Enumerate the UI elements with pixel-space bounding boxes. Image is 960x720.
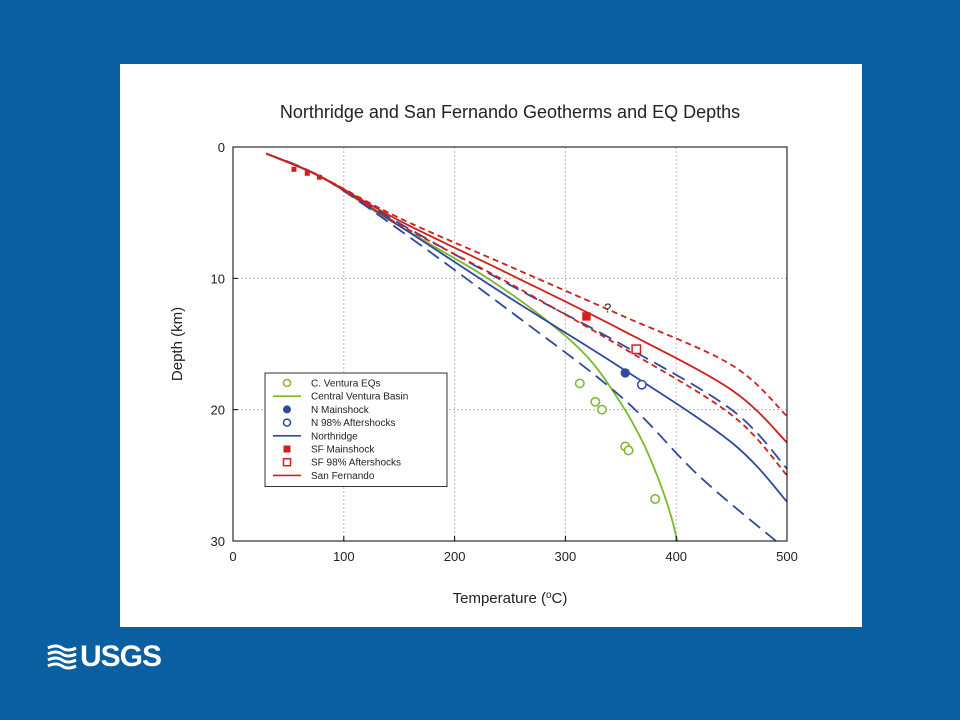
geotherm-chart: Northridge and San Fernando Geotherms an… xyxy=(169,102,798,608)
legend-box xyxy=(264,372,448,487)
data-point xyxy=(582,312,591,321)
data-point xyxy=(282,457,292,467)
legend-label: SF 98% Aftershocks xyxy=(311,458,401,469)
data-point xyxy=(631,344,642,355)
data-point xyxy=(282,378,292,388)
usgs-wave-icon xyxy=(47,644,77,670)
data-point xyxy=(650,494,661,504)
points-layer xyxy=(291,166,661,504)
question-annotation: ? xyxy=(604,300,611,315)
axis-ticks: 0 100 200 300 400 500 0 10 20 30 xyxy=(211,140,798,564)
series-line xyxy=(265,152,787,476)
data-point xyxy=(590,396,601,407)
y-tick-label: 10 xyxy=(211,271,225,286)
data-point xyxy=(316,174,322,180)
x-tick-label: 0 xyxy=(229,549,236,564)
data-point xyxy=(620,368,630,378)
x-tick-label: 500 xyxy=(776,549,798,564)
series-layer xyxy=(265,152,787,541)
legend-label: C. Ventura EQs xyxy=(311,379,380,390)
plot-frame xyxy=(232,146,788,542)
data-point xyxy=(291,166,297,172)
data-point xyxy=(597,404,607,415)
y-tick-label: 20 xyxy=(211,403,225,418)
data-point xyxy=(304,170,310,176)
legend-label: Northridge xyxy=(311,431,358,442)
x-axis-label: Temperature (oC) xyxy=(453,590,568,608)
usgs-logo-text: USGS xyxy=(80,640,162,673)
legend-label: N Mainshock xyxy=(311,405,370,416)
data-point xyxy=(636,379,647,390)
x-tick-label: 400 xyxy=(665,549,687,564)
y-axis-label: Depth (km) xyxy=(169,307,186,381)
data-point xyxy=(574,378,585,389)
data-point xyxy=(283,445,291,453)
legend-label: SF Mainshock xyxy=(311,445,375,456)
data-point xyxy=(283,405,291,414)
usgs-logo: USGS xyxy=(46,640,162,674)
y-tick-label: 30 xyxy=(211,534,225,549)
legend-label: N 98% Aftershocks xyxy=(311,418,395,429)
legend-label: Central Ventura Basin xyxy=(311,392,408,403)
chart-panel: Northridge and San Fernando Geotherms an… xyxy=(120,64,862,627)
x-tick-label: 300 xyxy=(555,549,577,564)
legend: C. Ventura EQs Central Ventura Basin N Mai… xyxy=(264,372,448,487)
data-point xyxy=(282,418,292,427)
x-tick-label: 100 xyxy=(333,549,355,564)
legend-label: San Fernando xyxy=(311,471,375,482)
x-tick-label: 200 xyxy=(444,549,466,564)
data-point xyxy=(623,445,634,456)
chart-title: Northridge and San Fernando Geotherms an… xyxy=(280,102,740,122)
y-tick-label: 0 xyxy=(218,140,225,155)
